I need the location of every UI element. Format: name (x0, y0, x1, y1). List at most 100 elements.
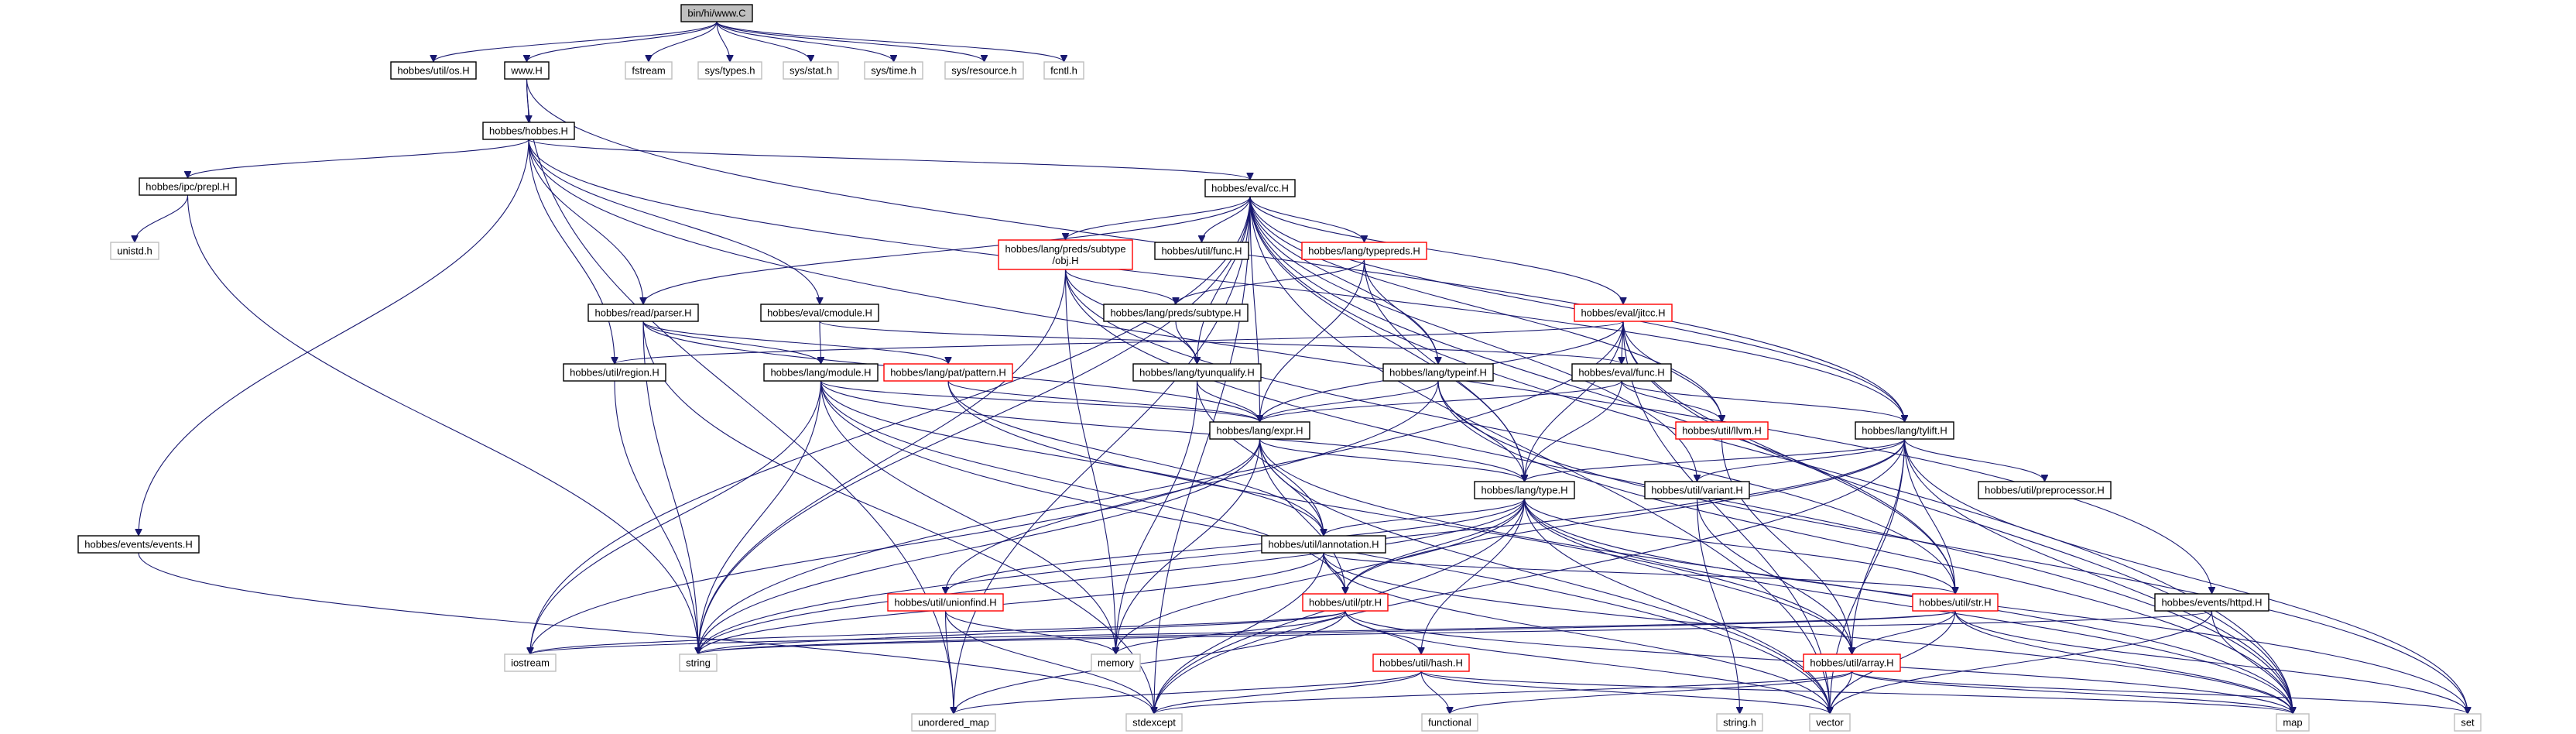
edge-type-to-hash (1421, 498, 1526, 654)
node-parser[interactable]: hobbes/read/parser.H (587, 304, 699, 322)
node-cmodule[interactable]: hobbes/eval/cmodule.H (760, 304, 879, 322)
node-expr[interactable]: hobbes/lang/expr.H (1209, 421, 1310, 440)
edge-tylift-to-ptr (1345, 438, 1906, 594)
edge-typepreds-to-expr (1260, 259, 1365, 422)
edge-module-to-expr (820, 380, 1260, 423)
node-type[interactable]: hobbes/lang/type.H (1474, 481, 1575, 499)
edge-parser-to-module (642, 321, 821, 365)
node-variant[interactable]: hobbes/util/variant.H (1644, 481, 1750, 499)
edge-evalcc-to-str (1249, 196, 1955, 594)
edge-ptr-to-string (698, 610, 1346, 655)
node-label: hobbes/lang/expr.H (1216, 425, 1303, 437)
node-www[interactable]: www.H (504, 61, 550, 80)
edge-tyunq-to-memory (1116, 380, 1198, 654)
node-label: hobbes/eval/cc.H (1211, 183, 1289, 194)
edge-parser-to-pattern (642, 321, 948, 365)
edge-region-to-string (614, 380, 698, 654)
edge-hobbes-to-prepl (188, 139, 529, 179)
edge-ptr-to-vector (1345, 610, 1830, 714)
node-unordered_map: unordered_map (911, 713, 996, 732)
edge-evalcc-to-variant (1249, 196, 1697, 482)
node-label: hobbes/hobbes.H (489, 125, 568, 137)
node-box (504, 653, 557, 672)
node-preproc[interactable]: hobbes/util/preprocessor.H (1978, 481, 2112, 499)
node-tyunq[interactable]: hobbes/lang/tyunqualify.H (1132, 363, 1262, 382)
node-box (998, 239, 1133, 270)
node-box (139, 177, 237, 196)
node-subtypeobj[interactable]: hobbes/lang/preds/subtype/obj.H (998, 239, 1133, 270)
node-funcH[interactable]: hobbes/util/func.H (1154, 242, 1249, 260)
node-label: hobbes/lang/tylift.H (1862, 425, 1947, 437)
node-lannot[interactable]: hobbes/util/lannotation.H (1261, 535, 1386, 554)
edge-root-to-fstream (649, 21, 718, 63)
edge-tyunq-to-lannot (1196, 380, 1324, 536)
edge-typeinf-to-set (1437, 380, 2468, 714)
node-systypes: sys/types.h (697, 61, 762, 80)
node-box (1372, 653, 1470, 672)
node-str[interactable]: hobbes/util/str.H (1912, 593, 1999, 612)
edge-pattern-to-expr (947, 380, 1260, 423)
node-pattern[interactable]: hobbes/lang/pat/pattern.H (883, 363, 1013, 382)
node-label: fstream (632, 65, 665, 77)
node-label: hobbes/lang/preds/subtype.H (1110, 307, 1241, 319)
node-label: bin/hi/www.C (687, 8, 745, 19)
node-module[interactable]: hobbes/lang/module.H (763, 363, 879, 382)
edge-lannot-to-stdexcept (1154, 552, 1324, 714)
edge-hobbes-to-tylift (528, 139, 1905, 422)
edge-www-to-unordered_map (526, 78, 954, 714)
node-array[interactable]: hobbes/util/array.H (1803, 653, 1901, 672)
node-typeinf[interactable]: hobbes/lang/typeinf.H (1382, 363, 1494, 382)
edge-str-to-iostream (530, 610, 1956, 655)
node-label: hobbes/events/events.H (84, 539, 192, 550)
edge-typepreds-to-subtypeH (1176, 259, 1365, 305)
node-hash[interactable]: hobbes/util/hash.H (1372, 653, 1470, 672)
node-evalfunc[interactable]: hobbes/eval/func.H (1571, 363, 1672, 382)
node-unionfind[interactable]: hobbes/util/unionfind.H (887, 593, 1004, 612)
edge-ptr-to-iostream (530, 610, 1346, 655)
node-label: hobbes/lang/module.H (770, 367, 871, 379)
node-hobbes[interactable]: hobbes/hobbes.H (482, 122, 575, 140)
node-set: set (2454, 713, 2482, 732)
node-jitcc[interactable]: hobbes/eval/jitcc.H (1574, 304, 1673, 322)
edge-llvm-to-array (1721, 438, 1852, 654)
node-label: hobbes/lang/type.H (1481, 485, 1567, 496)
edge-unionfind-to-stdexcept (944, 610, 1155, 714)
node-evalcc[interactable]: hobbes/eval/cc.H (1204, 179, 1296, 197)
node-tylift[interactable]: hobbes/lang/tylift.H (1855, 421, 1954, 440)
edge-evalcc-to-expr (1249, 196, 1260, 422)
edge-module-to-string (698, 380, 822, 654)
node-httpd[interactable]: hobbes/events/httpd.H (2154, 593, 2269, 612)
node-box (944, 61, 1024, 80)
node-ptr[interactable]: hobbes/util/ptr.H (1302, 593, 1389, 612)
node-label: hobbes/events/httpd.H (2161, 597, 2262, 609)
node-unistd: unistd.h (110, 242, 159, 260)
edge-lannot-to-str (1323, 552, 1955, 595)
node-typepreds[interactable]: hobbes/lang/typepreds.H (1301, 242, 1427, 260)
node-os[interactable]: hobbes/util/os.H (390, 61, 477, 80)
node-fstream: fstream (625, 61, 673, 80)
node-label: hobbes/util/ptr.H (1309, 597, 1382, 609)
node-box (1261, 535, 1386, 554)
edge-type-to-array (1523, 498, 1852, 654)
node-label: hobbes/util/str.H (1919, 597, 1991, 609)
edge-type-to-string (698, 498, 1526, 654)
edge-expr-to-type (1259, 438, 1525, 482)
node-box (1204, 179, 1296, 197)
edge-evalcc-to-tyunq (1197, 196, 1251, 364)
edge-hobbes-to-parser (528, 139, 643, 304)
node-region[interactable]: hobbes/util/region.H (563, 363, 666, 382)
node-events[interactable]: hobbes/events/events.H (77, 535, 200, 554)
edge-module-to-memory (820, 380, 1116, 654)
edge-jitcc-to-type (1525, 321, 1624, 482)
node-label: hobbes/ipc/prepl.H (146, 181, 229, 193)
edge-httpd-to-vector (1830, 610, 2213, 714)
node-subtypeH[interactable]: hobbes/lang/preds/subtype.H (1103, 304, 1249, 322)
node-box (1302, 593, 1389, 612)
edge-jitcc-to-llvm (1622, 321, 1722, 422)
node-label: hobbes/util/unionfind.H (894, 597, 996, 609)
node-label: sys/time.h (871, 65, 916, 77)
node-root[interactable]: bin/hi/www.C (680, 4, 753, 22)
node-prepl[interactable]: hobbes/ipc/prepl.H (139, 177, 237, 196)
node-llvm[interactable]: hobbes/util/llvm.H (1675, 421, 1769, 440)
